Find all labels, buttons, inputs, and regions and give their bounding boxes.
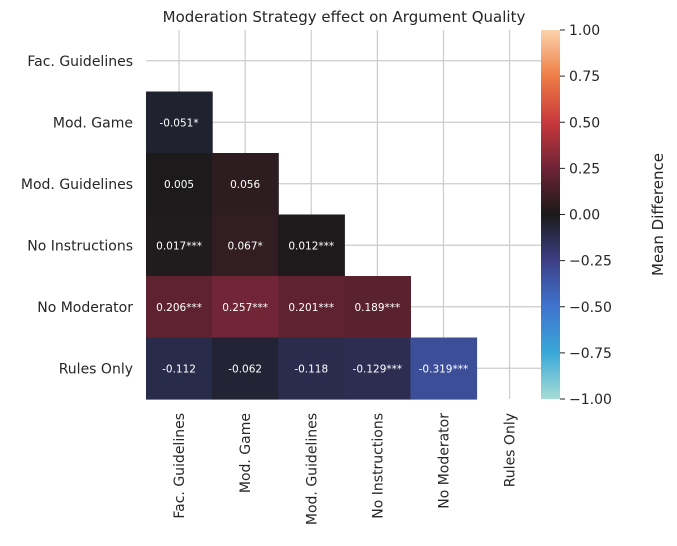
y-tick-label: Mod. Guidelines (21, 177, 133, 193)
cell-value-label: -0.319*** (419, 363, 469, 375)
colorbar: 1.00 0.75 0.50 0.25 0.00 −0.25 −0.50 −0.75 −1.00… (541, 23, 667, 408)
x-tick-label: Fac. Guidelines (172, 413, 188, 519)
cell-value-label: 0.201*** (288, 302, 334, 314)
y-tick-label: No Moderator (37, 300, 133, 316)
cell-value-label: -0.062 (228, 363, 262, 375)
y-tick-label: Rules Only (59, 361, 133, 377)
heatmap-cells (146, 91, 478, 400)
x-tick-labels: Fac. Guidelines Mod. Game Mod. Guidelines N… (172, 413, 519, 525)
heatmap-cell (146, 153, 213, 216)
heatmap-cell (344, 337, 411, 400)
heatmap-cell (146, 276, 213, 339)
cell-value-label: 0.206*** (156, 302, 202, 314)
colorbar-tick-label: 0.75 (569, 69, 600, 85)
cell-value-label: 0.012*** (288, 240, 334, 252)
cell-value-label: 0.067* (227, 240, 262, 252)
x-tick-label: Mod. Guidelines (304, 413, 320, 525)
cell-value-label: 0.056 (230, 179, 260, 191)
cell-value-label: -0.051* (159, 117, 198, 129)
heatmap-cell (212, 276, 279, 339)
heatmap-cell (212, 153, 279, 216)
x-tick-label: Rules Only (503, 413, 519, 487)
heatmap-cell (278, 276, 345, 339)
cell-labels: -0.051* 0.005 0.056 0.017*** 0.067* 0.012*** 0… (156, 117, 468, 375)
colorbar-tick-label: 0.50 (569, 115, 600, 131)
cell-value-label: -0.118 (294, 363, 328, 375)
cell-value-label: -0.112 (162, 363, 196, 375)
colorbar-tick-label: 1.00 (569, 23, 600, 39)
heatmap-cell (146, 214, 213, 277)
heatmap-cell (146, 91, 213, 154)
cell-value-label: 0.005 (164, 179, 194, 191)
chart-title: Moderation Strategy effect on Argument Q… (163, 8, 526, 26)
colorbar-tick-label: −0.50 (569, 300, 612, 316)
heatmap-cell (278, 214, 345, 277)
heatmap-cell (278, 337, 345, 400)
cell-value-label: 0.017*** (156, 240, 202, 252)
colorbar-ticks: 1.00 0.75 0.50 0.25 0.00 −0.25 −0.50 −0.75 −1.00 (560, 23, 612, 408)
colorbar-tick-label: −0.75 (569, 346, 612, 362)
y-tick-labels: Fac. Guidelines Mod. Game Mod. Guidelines N… (21, 54, 133, 378)
heatmap-cell (146, 337, 213, 400)
colorbar-tick-label: 0.00 (569, 208, 600, 224)
cell-value-label: 0.257*** (222, 302, 268, 314)
colorbar-label: Mean Difference (649, 153, 667, 276)
heatmap-cell (212, 337, 279, 400)
colorbar-gradient (541, 30, 560, 399)
cell-value-label: -0.129*** (353, 363, 403, 375)
colorbar-tick-label: −1.00 (569, 392, 612, 408)
x-tick-label: Mod. Game (238, 413, 254, 493)
colorbar-tick-label: 0.25 (569, 161, 600, 177)
y-tick-label: No Instructions (27, 238, 133, 254)
y-tick-label: Mod. Game (53, 115, 133, 131)
x-tick-label: No Instructions (370, 413, 386, 519)
x-tick-label: No Moderator (436, 413, 452, 509)
heatmap-cell (212, 214, 279, 277)
y-tick-label: Fac. Guidelines (27, 54, 133, 70)
heatmap-cell (344, 276, 411, 339)
cell-value-label: 0.189*** (354, 302, 400, 314)
heatmap-cell (410, 337, 478, 400)
colorbar-tick-label: −0.25 (569, 254, 612, 270)
